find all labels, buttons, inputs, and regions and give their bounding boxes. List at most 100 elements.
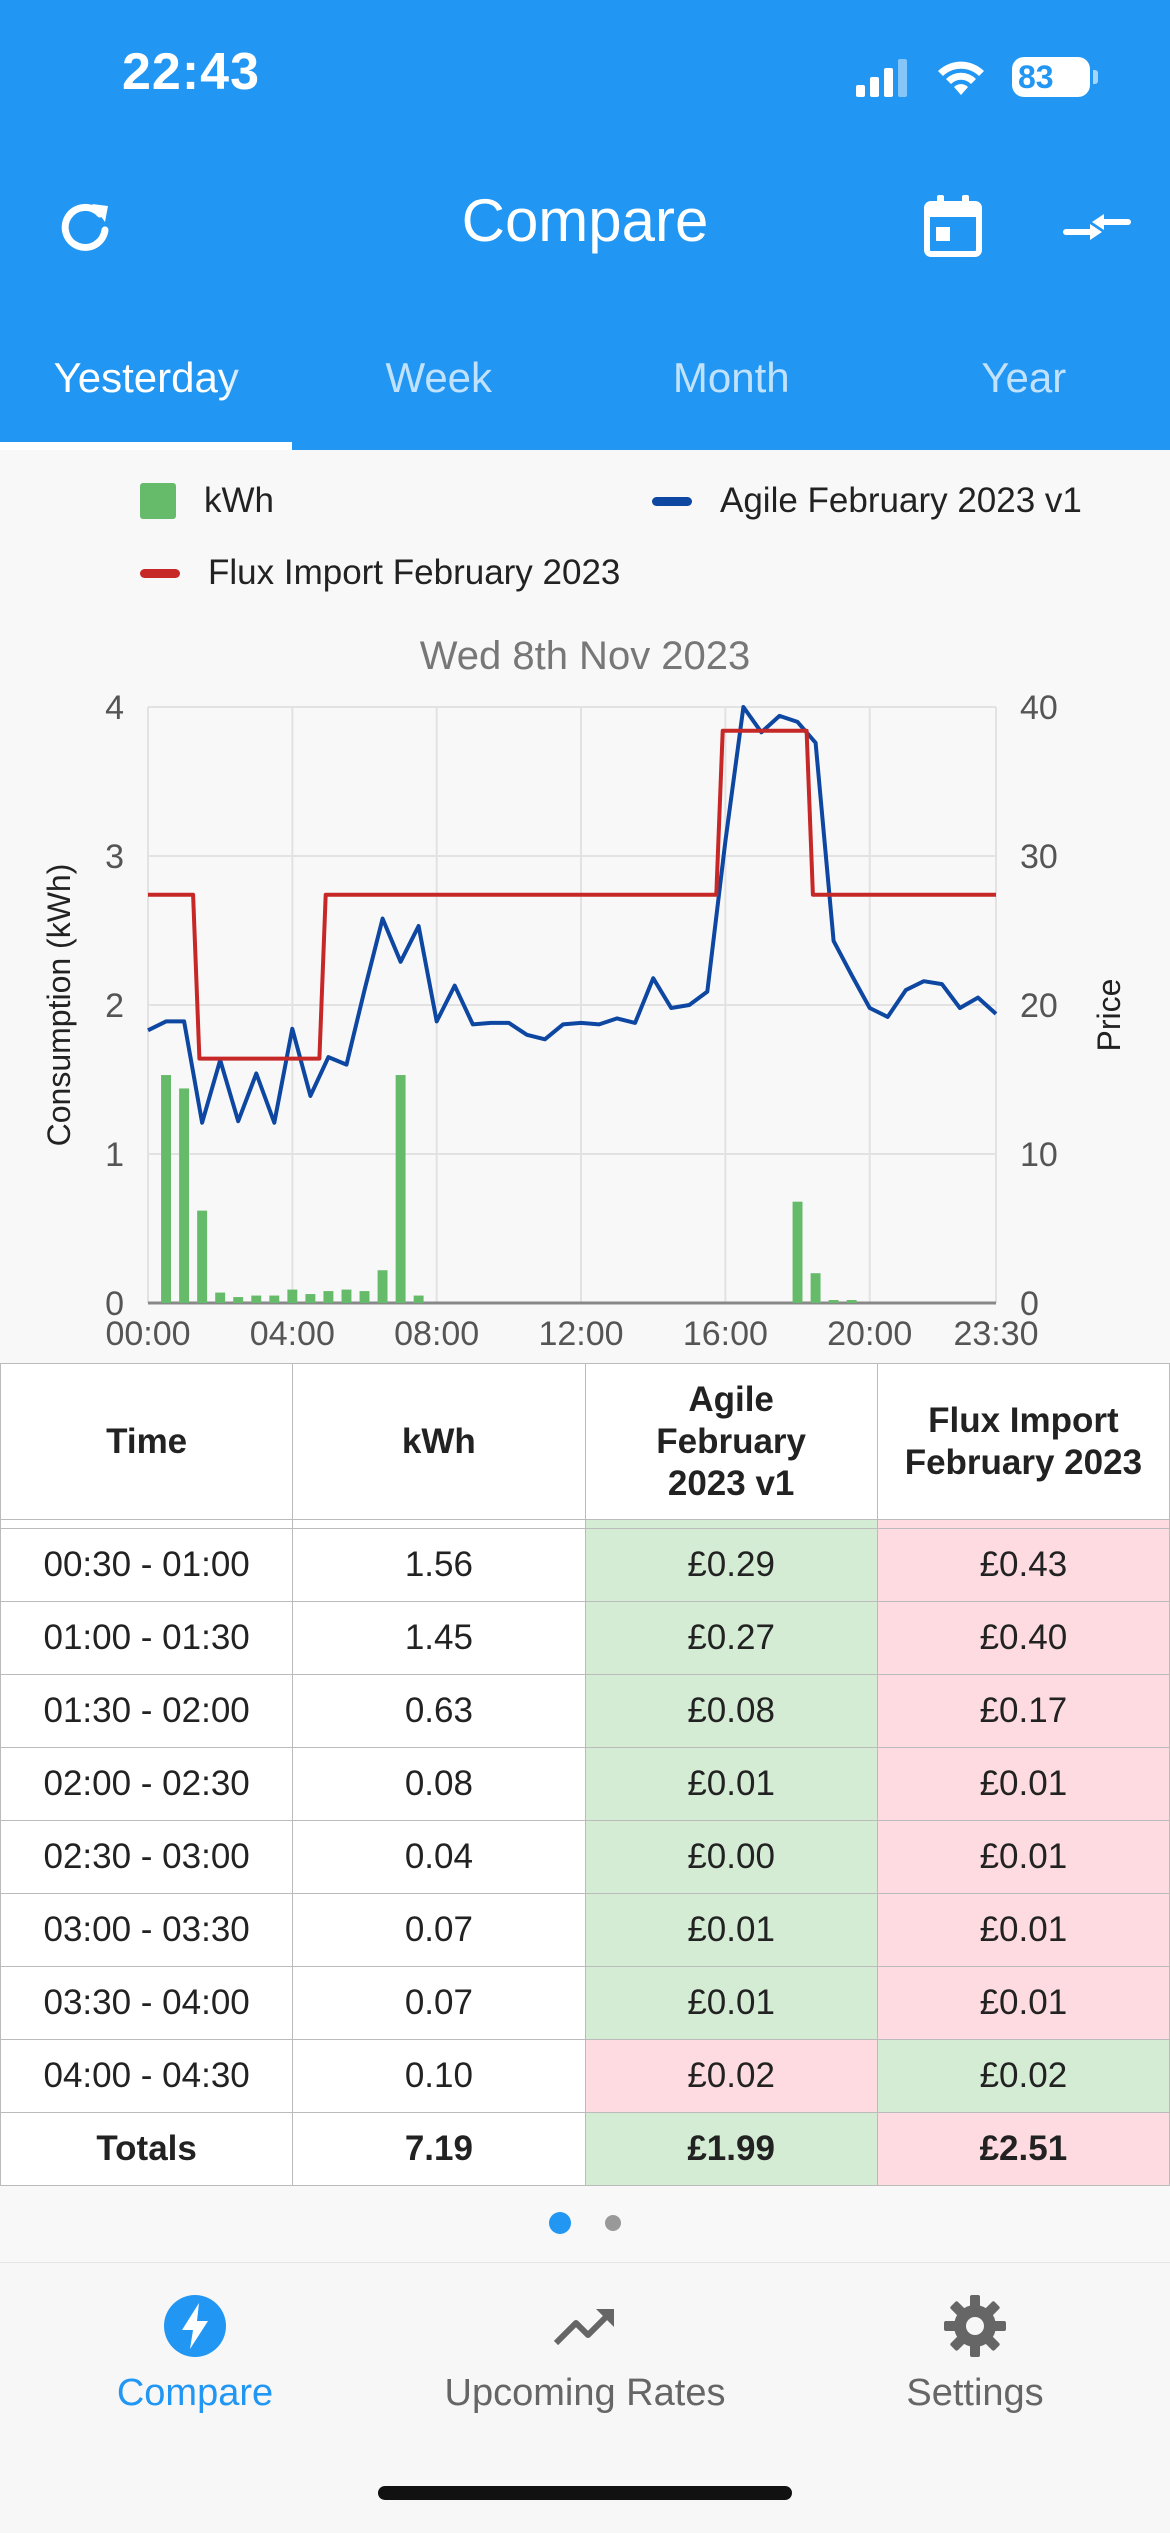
status-time: 22:43	[122, 42, 260, 102]
app-header: 22:43 83 Compare Yesterday	[0, 0, 1170, 450]
cellular-signal-icon	[856, 57, 910, 97]
bar-kwh	[287, 1290, 297, 1303]
chart-legend: kWh Agile February 2023 v1 Flux Import F…	[0, 465, 1170, 615]
gap-cell	[293, 1520, 585, 1529]
tab-yesterday[interactable]: Yesterday	[0, 340, 293, 450]
cell-time: 02:30 - 03:00	[1, 1821, 293, 1894]
bar-kwh	[847, 1300, 857, 1303]
tab-indicator	[0, 442, 292, 450]
cell-flux: £0.17	[877, 1675, 1169, 1748]
y2-tick-label: 20	[1020, 987, 1058, 1025]
cell-kwh: 0.10	[293, 2040, 585, 2113]
cell-time: 01:30 - 02:00	[1, 1675, 293, 1748]
nav-settings[interactable]: Settings	[780, 2293, 1170, 2415]
x-tick-label: 08:00	[394, 1315, 479, 1353]
nav-settings-label: Settings	[780, 2372, 1170, 2415]
bar-kwh	[269, 1296, 279, 1303]
tab-week[interactable]: Week	[293, 340, 586, 450]
y2-tick-label: 40	[1020, 689, 1058, 727]
tab-month[interactable]: Month	[585, 340, 878, 450]
cell-time: 03:00 - 03:30	[1, 1894, 293, 1967]
cell-flux: £0.01	[877, 1894, 1169, 1967]
x-tick-label: 23:30	[953, 1315, 1038, 1353]
header-flux: Flux Import February 2023	[877, 1364, 1169, 1520]
nav-compare-label: Compare	[0, 2372, 390, 2415]
totals-flux: £2.51	[877, 2113, 1169, 2186]
tab-fade	[223, 340, 293, 450]
cell-flux: £0.01	[877, 1967, 1169, 2040]
tab-year[interactable]: Year	[878, 340, 1170, 450]
trending-up-icon	[552, 2293, 618, 2359]
bar-kwh	[305, 1294, 315, 1303]
bar-kwh	[378, 1270, 388, 1303]
bar-kwh	[197, 1211, 207, 1303]
cell-agile: £0.00	[585, 1821, 877, 1894]
gear-icon	[942, 2293, 1008, 2359]
x-tick-label: 20:00	[827, 1315, 912, 1353]
x-tick-label: 04:00	[250, 1315, 335, 1353]
bar-kwh	[414, 1296, 424, 1303]
legend-item-agile[interactable]: Agile February 2023 v1	[652, 481, 1082, 521]
status-icons: 83	[856, 52, 1090, 102]
header-kwh: kWh	[293, 1364, 585, 1520]
compare-arrows-icon[interactable]	[1062, 192, 1132, 262]
cell-agile: £0.27	[585, 1602, 877, 1675]
page-indicator	[0, 2212, 1170, 2234]
page-dot[interactable]	[605, 2215, 621, 2231]
legend-label-flux: Flux Import February 2023	[208, 553, 620, 593]
cost-table: Time kWh Agile February 2023 v1 Flux Imp…	[0, 1363, 1170, 2186]
totals-kwh: 7.19	[293, 2113, 585, 2186]
cell-flux: £0.02	[877, 2040, 1169, 2113]
cell-kwh: 0.63	[293, 1675, 585, 1748]
cell-flux: £0.01	[877, 1821, 1169, 1894]
cell-kwh: 1.45	[293, 1602, 585, 1675]
x-tick-label: 16:00	[683, 1315, 768, 1353]
period-tabs: Yesterday Week Month Year	[0, 340, 1170, 450]
calendar-icon[interactable]	[918, 192, 988, 262]
bar-kwh	[396, 1075, 406, 1303]
y2-axis-title: Price	[1091, 979, 1127, 1052]
page-dot-active[interactable]	[549, 2212, 571, 2234]
cell-agile: £0.02	[585, 2040, 877, 2113]
legend-item-kwh[interactable]: kWh	[140, 481, 274, 521]
nav-upcoming-rates[interactable]: Upcoming Rates	[390, 2293, 780, 2415]
y-tick-label: 1	[105, 1136, 124, 1174]
nav-compare[interactable]: Compare	[0, 2293, 390, 2415]
cell-kwh: 1.56	[293, 1529, 585, 1602]
legend-swatch-flux	[140, 569, 180, 578]
legend-item-flux[interactable]: Flux Import February 2023	[140, 553, 620, 593]
cell-flux: £0.43	[877, 1529, 1169, 1602]
cell-agile: £0.01	[585, 1894, 877, 1967]
header-flux-text: Flux Import February 2023	[903, 1400, 1143, 1484]
tab-week-label: Week	[385, 354, 492, 401]
cell-kwh: 0.04	[293, 1821, 585, 1894]
header-agile: Agile February 2023 v1	[585, 1364, 877, 1520]
cell-agile: £0.29	[585, 1529, 877, 1602]
cell-time: 00:30 - 01:00	[1, 1529, 293, 1602]
table-header-row: Time kWh Agile February 2023 v1 Flux Imp…	[1, 1364, 1170, 1520]
cell-kwh: 0.07	[293, 1967, 585, 2040]
gap-cell	[877, 1520, 1169, 1529]
y-axis-title: Consumption (kWh)	[41, 864, 77, 1147]
table-scroll-gap	[1, 1520, 1170, 1529]
page-title: Compare	[0, 186, 1170, 255]
bar-kwh	[251, 1296, 261, 1303]
gap-cell	[1, 1520, 293, 1529]
cell-agile: £0.08	[585, 1675, 877, 1748]
y-tick-label: 4	[105, 689, 124, 727]
legend-swatch-kwh	[140, 483, 176, 519]
totals-label: Totals	[1, 2113, 293, 2186]
bar-kwh	[342, 1290, 352, 1303]
y-tick-label: 3	[105, 838, 124, 876]
cell-time: 01:00 - 01:30	[1, 1602, 293, 1675]
cell-kwh: 0.07	[293, 1894, 585, 1967]
header-time: Time	[1, 1364, 293, 1520]
legend-swatch-agile	[652, 497, 692, 506]
